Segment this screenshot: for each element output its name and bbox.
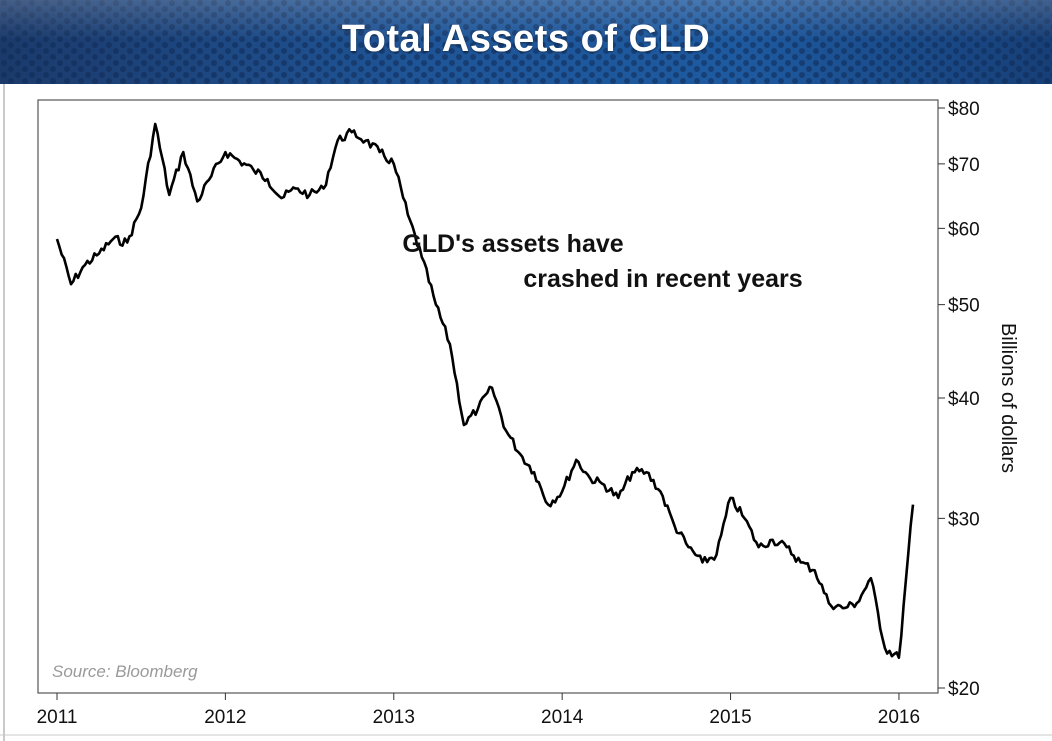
annotation-line-1: GLD's assets have bbox=[402, 230, 623, 258]
y-tick-label: $50 bbox=[948, 296, 980, 317]
x-axis: 2011 2012 2013 2014 2015 2016 bbox=[37, 693, 920, 728]
y-tick-label: $70 bbox=[948, 155, 980, 176]
chart-title: Total Assets of GLD bbox=[341, 18, 711, 60]
annotation-line-2: crashed in recent years bbox=[523, 265, 802, 293]
y-tick-label: $80 bbox=[948, 99, 980, 120]
x-tick-label: 2013 bbox=[373, 707, 415, 728]
y-axis: $80 $70 $60 $50 $40 $30 $20 bbox=[938, 99, 980, 700]
x-tick-label: 2014 bbox=[541, 707, 584, 728]
perforated-pattern bbox=[0, 0, 1052, 84]
plot-frame bbox=[37, 99, 939, 694]
x-tick-label: 2015 bbox=[709, 707, 751, 728]
x-tick-label: 2012 bbox=[204, 707, 246, 728]
x-tick-label: 2011 bbox=[37, 707, 78, 728]
y-axis-label: Billions of dollars bbox=[997, 323, 1019, 473]
title-banner: Total Assets of GLD bbox=[0, 0, 1052, 84]
y-tick-label: $20 bbox=[948, 679, 980, 700]
y-tick-label: $30 bbox=[948, 509, 980, 530]
source-note: Source: Bloomberg bbox=[52, 662, 198, 681]
y-tick-label: $40 bbox=[948, 389, 980, 410]
x-tick-label: 2016 bbox=[878, 707, 920, 728]
series-line-gld-assets bbox=[55, 122, 915, 659]
y-tick-label: $60 bbox=[948, 219, 980, 240]
